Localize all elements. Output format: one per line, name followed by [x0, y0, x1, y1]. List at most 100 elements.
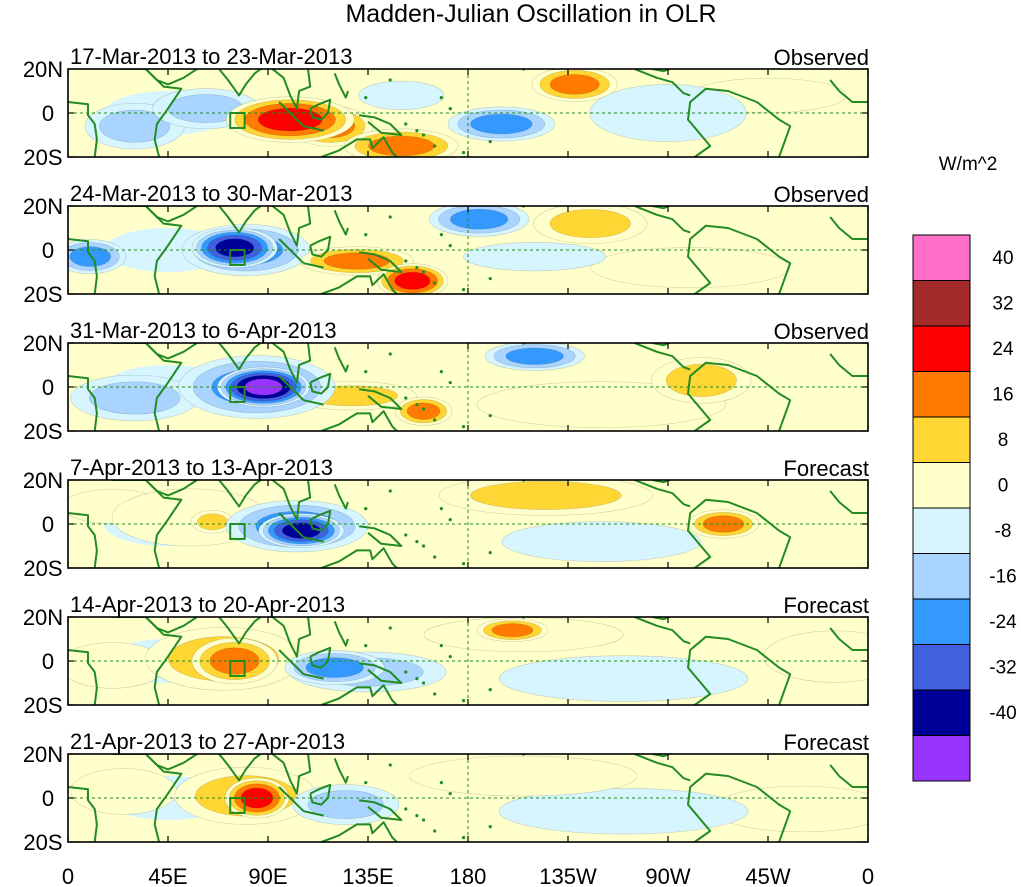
island-marker	[439, 644, 443, 648]
coastline	[358, 114, 403, 136]
island-marker	[433, 281, 437, 285]
island-marker	[421, 544, 426, 548]
colorbar-tick-label: 8	[998, 430, 1009, 451]
coastline	[271, 343, 312, 384]
panel-5: 20N 0 20S 14-Apr-2013 to 20-Apr-2013 Forecas…	[23, 592, 869, 718]
y-tick-label: 20S	[23, 693, 62, 718]
y-tick-label: 20S	[23, 282, 62, 307]
coastline	[829, 627, 868, 651]
y-tick-label: 0	[42, 375, 54, 400]
y-tick-label: 0	[42, 786, 54, 811]
coastline	[145, 343, 198, 360]
panel-period-label: 14-Apr-2013 to 20-Apr-2013	[70, 592, 345, 617]
coastline	[687, 635, 792, 705]
coastline	[68, 649, 98, 705]
coastlines	[68, 754, 868, 842]
y-tick-label: 20N	[23, 57, 63, 82]
panel-1: 20N 0 20S 17-Mar-2013 to 23-Mar-2013 Observe…	[23, 44, 869, 170]
colorbar-swatch	[912, 280, 971, 327]
island-marker	[421, 407, 426, 411]
coastline	[218, 754, 263, 782]
colorbar-swatch	[912, 689, 971, 736]
x-tick-label: 0	[862, 864, 874, 887]
y-tick-label: 20N	[23, 194, 63, 219]
coastline	[687, 772, 792, 842]
coastline	[303, 536, 324, 543]
panel-period-label: 21-Apr-2013 to 27-Apr-2013	[70, 729, 345, 754]
y-tick-label: 20N	[23, 742, 63, 767]
panel-period-label: 24-Mar-2013 to 30-Mar-2013	[70, 181, 352, 206]
colorbar-tick-label: 0	[998, 475, 1009, 496]
island-marker	[488, 140, 492, 144]
island-marker	[433, 829, 437, 833]
coastline	[634, 480, 691, 508]
colorbar-swatch	[912, 598, 971, 645]
island-marker	[439, 233, 443, 237]
coastlines	[68, 480, 868, 568]
x-tick-label: 135E	[342, 864, 393, 887]
coastlines	[68, 69, 868, 157]
coastline	[271, 480, 312, 521]
panel-6: 20N 0 20S 21-Apr-2013 to 27-Apr-2013 Forecas…	[23, 729, 869, 855]
colorbar-tick-label: -40	[989, 703, 1016, 724]
anomaly-contour	[99, 109, 171, 143]
colorbar-tick-label: 24	[992, 339, 1014, 360]
colorbar-swatch	[912, 462, 971, 509]
island-marker	[415, 540, 419, 544]
island-marker	[388, 215, 392, 219]
island-marker	[364, 507, 368, 511]
coastline	[303, 673, 324, 680]
colorbar-tick-label: 40	[992, 248, 1013, 269]
anomaly-contour	[305, 657, 364, 678]
island-marker	[421, 270, 426, 274]
anomaly-contour	[470, 480, 622, 510]
coastline	[303, 810, 324, 817]
coastline	[303, 125, 324, 132]
island-marker	[488, 688, 492, 692]
colorbar-tick-label: -24	[989, 612, 1017, 633]
coastline	[145, 480, 198, 497]
x-tick-label: 135W	[539, 864, 597, 887]
anomaly-contour	[665, 363, 737, 397]
coastlines	[68, 343, 868, 431]
colorbar-swatch	[912, 507, 971, 554]
colorbar: W/m^2 40 32 24 16 8 0 -8 -16 -24 -32 -40	[912, 154, 1017, 782]
coastline	[68, 238, 98, 294]
panel-kind-label: Observed	[774, 182, 869, 207]
coastline	[320, 547, 398, 568]
island-marker	[421, 681, 426, 685]
island-marker	[415, 403, 419, 407]
coastline	[68, 786, 98, 842]
panel-4: 20N 0 20S 7-Apr-2013 to 13-Apr-2013 Forecast	[23, 455, 869, 581]
island-marker	[388, 763, 392, 767]
y-tick-label: 0	[42, 101, 54, 126]
island-marker	[388, 352, 392, 356]
panel-period-label: 31-Mar-2013 to 6-Apr-2013	[70, 318, 337, 343]
colorbar-swatch	[912, 371, 971, 418]
island-marker	[415, 129, 419, 133]
anomaly-contour	[197, 513, 228, 531]
coastline	[333, 347, 349, 373]
island-marker	[388, 489, 392, 493]
anomaly-contour	[498, 655, 749, 702]
x-tick-label: 45E	[148, 864, 187, 887]
island-marker	[404, 533, 408, 537]
coastline	[358, 662, 403, 684]
coastline	[358, 388, 403, 410]
anomaly-contour	[368, 135, 435, 157]
anomaly-contour	[215, 238, 255, 258]
colorbar-swatch	[912, 416, 971, 463]
anomaly-contour	[463, 242, 607, 272]
anomaly-contour	[406, 402, 441, 420]
anomaly-contour	[549, 74, 600, 95]
coastline	[145, 69, 198, 86]
coastline	[829, 490, 868, 514]
coastline	[687, 498, 792, 568]
island-marker	[439, 781, 443, 785]
island-marker	[448, 244, 452, 248]
y-tick-label: 20N	[23, 605, 63, 630]
island-marker	[448, 107, 452, 111]
anomaly-contour	[323, 252, 391, 270]
island-marker	[404, 670, 408, 674]
